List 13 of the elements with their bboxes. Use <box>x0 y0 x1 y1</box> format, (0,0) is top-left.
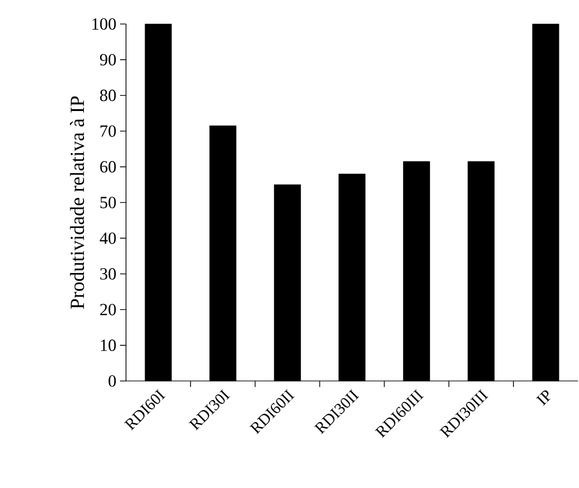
y-tick-label: 40 <box>100 232 116 244</box>
y-tick-label: 100 <box>92 18 116 30</box>
y-tick-label: 70 <box>100 125 116 137</box>
y-axis-title: Produtividade relativa à IP <box>70 96 84 309</box>
y-tick-label: 10 <box>100 340 116 352</box>
y-tick-label: 20 <box>100 304 116 316</box>
y-tick-label: 50 <box>100 196 116 208</box>
y-tick-label: 80 <box>100 90 116 102</box>
y-tick-label: 60 <box>100 161 116 173</box>
x-tick-label: IP <box>536 390 550 406</box>
y-tick-label: 90 <box>100 54 116 66</box>
y-tick-label: 30 <box>100 268 116 280</box>
y-tick-label: 0 <box>108 375 116 387</box>
